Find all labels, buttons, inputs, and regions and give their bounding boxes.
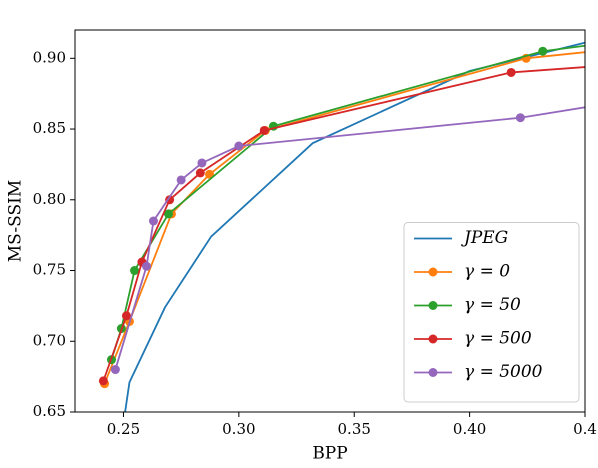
data-point <box>234 141 244 151</box>
data-point <box>176 175 186 185</box>
legend-box <box>403 222 580 403</box>
x-tick-label: 0.30 <box>222 420 255 438</box>
data-point <box>163 209 173 219</box>
legend: JPEG γ = 0 γ = 50 γ = 500 γ = 5000 <box>403 222 580 403</box>
data-point <box>98 376 108 386</box>
legend-label: γ = 500 <box>464 329 532 349</box>
data-point <box>259 125 269 135</box>
data-point <box>110 365 120 375</box>
data-point <box>148 216 158 226</box>
y-tick-label: 0.65 <box>33 402 66 420</box>
axes-frame <box>74 29 586 413</box>
data-point <box>121 311 131 321</box>
legend-label: JPEG <box>461 228 508 248</box>
legend-marker <box>428 334 438 344</box>
series-line <box>114 106 585 370</box>
legend-label: γ = 0 <box>464 262 510 282</box>
plot-area <box>98 41 585 412</box>
data-point <box>197 158 207 168</box>
data-point <box>506 67 516 77</box>
y-tick-label: 0.70 <box>33 331 66 349</box>
legend-label: γ = 50 <box>464 295 521 315</box>
series-line <box>102 66 585 382</box>
x-tick-label: 0.40 <box>453 420 486 438</box>
data-point <box>195 168 205 178</box>
x-axis-label: BPP <box>312 444 347 464</box>
x-tick-label: 0.25 <box>107 420 140 438</box>
data-point <box>142 261 152 271</box>
x-tick-label: 0.35 <box>338 420 371 438</box>
data-point <box>515 113 525 123</box>
y-axis-label: MS-SSIM <box>6 180 26 263</box>
legend-label: γ = 5000 <box>464 362 543 382</box>
data-point <box>130 266 140 276</box>
y-tick-label: 0.80 <box>33 190 66 208</box>
y-tick-label: 0.90 <box>33 48 66 66</box>
y-tick-label: 0.75 <box>33 261 66 279</box>
legend-marker <box>428 368 438 377</box>
y-tick-label: 0.85 <box>33 119 66 137</box>
legend-marker <box>428 301 438 310</box>
data-point <box>165 195 175 205</box>
data-point <box>538 46 548 56</box>
x-tick-label: 0.4 <box>573 420 597 438</box>
legend-marker <box>428 267 438 277</box>
